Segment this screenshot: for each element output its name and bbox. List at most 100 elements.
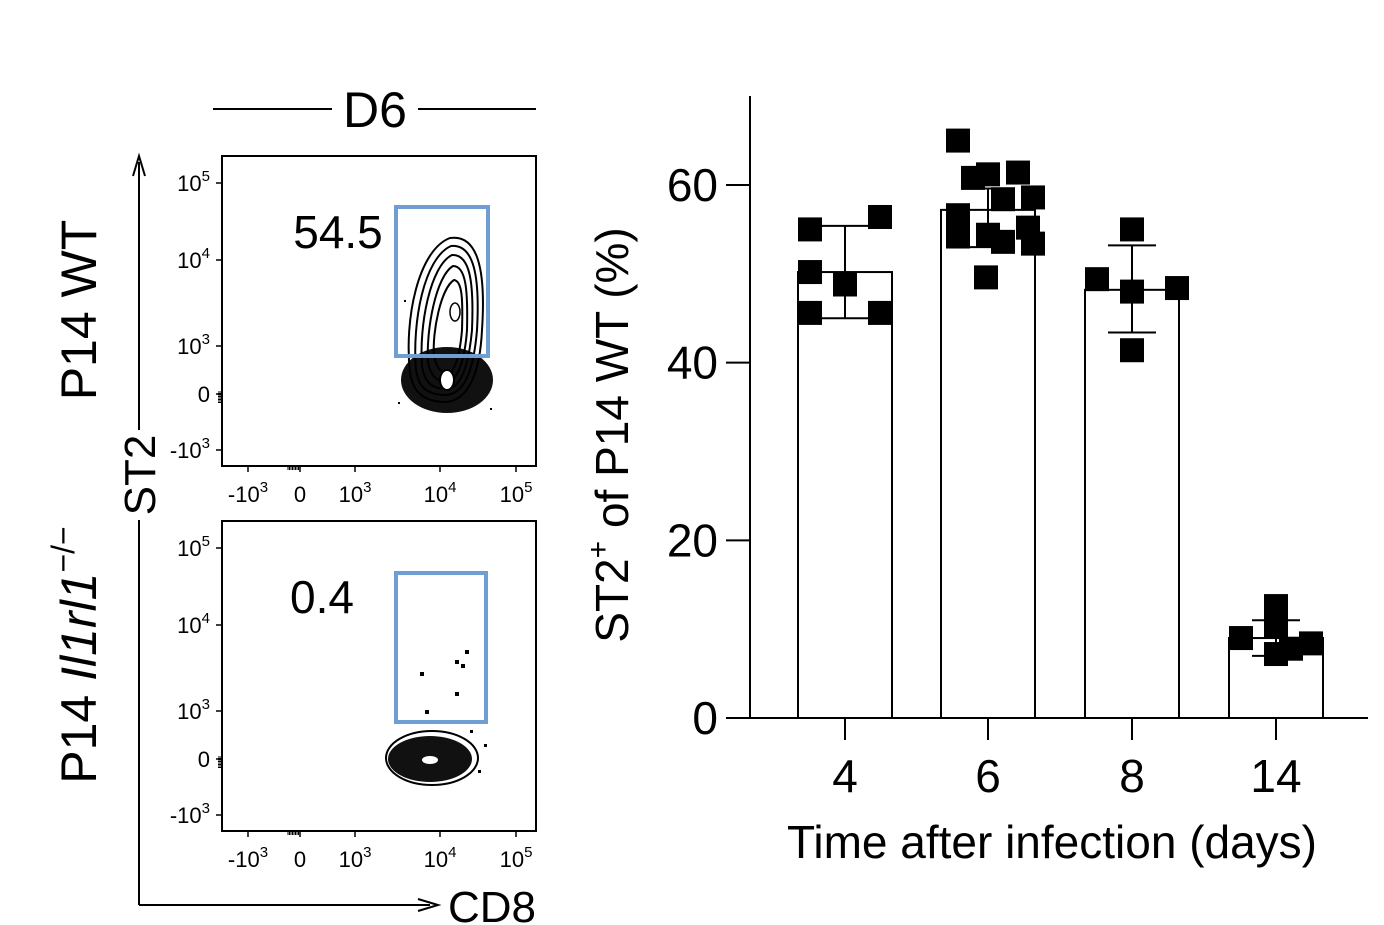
flow-tick-exp: 5 [202, 533, 210, 550]
data-point [946, 224, 970, 249]
contour-ring [385, 730, 479, 786]
row-label-ko: P14 Il1rl1−/− [45, 526, 107, 784]
outlier-dot [398, 402, 400, 404]
flow-tick-base: 10 [177, 334, 201, 359]
outlier-dot [490, 408, 492, 410]
data-point [946, 128, 970, 153]
data-point [833, 272, 857, 297]
flow-tick-base: -10 [228, 847, 260, 872]
flow-y-tick-label: -103 [170, 435, 210, 463]
row-label-wt: P14 WT [51, 220, 107, 401]
contour-core [449, 302, 461, 322]
flow-y-tick-label: 0 [198, 747, 210, 772]
flow-tick-base: 0 [294, 847, 306, 872]
data-point [1264, 613, 1288, 638]
gate-percent-wt: 54.5 [293, 206, 383, 258]
data-point [961, 165, 985, 190]
outlier-dot [484, 744, 487, 747]
data-point [1229, 626, 1253, 651]
y-tick-label: 40 [667, 337, 718, 389]
data-points [798, 128, 1323, 667]
data-point [868, 204, 892, 229]
y-tick-label: 60 [667, 159, 718, 211]
y-axis-ticks: 0 20 40 60 [667, 159, 750, 744]
flow-contour-ko [385, 650, 487, 786]
flow-tick-base: 10 [424, 847, 448, 872]
flow-tick-exp: 5 [524, 479, 532, 496]
flow-tick-base: -10 [170, 803, 202, 828]
row-label-ko-prefix: P14 [51, 681, 107, 784]
data-point [1264, 642, 1288, 667]
flow-x-tick-label: 105 [500, 479, 533, 507]
data-point [798, 217, 822, 242]
flow-tick-exp: 3 [260, 479, 268, 496]
flow-y-tick-label: 104 [177, 610, 210, 638]
flow-tick-exp: 4 [202, 245, 210, 262]
flow-x-tick-label: 103 [339, 479, 372, 507]
flow-x-tick-label: 104 [424, 479, 457, 507]
flow-tick-exp: 3 [202, 331, 210, 348]
flow-tick-base: 10 [177, 536, 201, 561]
flow-tick-base: 10 [500, 482, 524, 507]
outlier-dot [461, 664, 465, 668]
data-point [991, 187, 1015, 212]
flow-x-tick-label: 105 [500, 844, 533, 872]
data-point [1085, 267, 1109, 292]
flow-tick-exp: 3 [363, 844, 371, 861]
flow-x-tick-label: 104 [424, 844, 457, 872]
flow-y-tick-label: 105 [177, 533, 210, 561]
chart-xlabel: Time after infection (days) [787, 816, 1317, 868]
chart-ylabel-rest: of P14 WT (%) [586, 227, 638, 541]
flow-tick-base: -10 [228, 482, 260, 507]
cd8-axis-arrowhead [417, 898, 442, 912]
x-tick-label: 8 [1119, 750, 1145, 802]
st2-axis-label: ST2 [116, 435, 165, 516]
chart-ylabel: ST2+ of P14 WT (%) [582, 227, 638, 642]
x-axis-ticks: 4 6 8 14 [832, 718, 1302, 802]
chart-ylabel-sup: + [582, 541, 615, 559]
data-point [1120, 279, 1144, 304]
flow-tick-base: 10 [177, 171, 201, 196]
flow-tick-exp: 4 [202, 610, 210, 627]
data-point [798, 260, 822, 285]
flow-tick-base: 10 [339, 482, 363, 507]
flow-tick-exp: 3 [202, 435, 210, 452]
condition-label: D6 [343, 82, 407, 138]
flow-x-tick-label: 0 [294, 847, 306, 872]
outlier-dot [455, 660, 459, 664]
flow-x-tick-label: 0 [294, 482, 306, 507]
flow-tick-base: 10 [177, 613, 201, 638]
flow-x-tick-label: -103 [228, 844, 268, 872]
data-point [868, 300, 892, 325]
flow-tick-base: 10 [177, 699, 201, 724]
flow-tick-base: 10 [500, 847, 524, 872]
bar [940, 208, 1036, 720]
flow-plot-frame-ko [221, 520, 537, 832]
x-tick-label: 6 [975, 750, 1001, 802]
flow-tick-base: 10 [177, 248, 201, 273]
contour-ring [414, 244, 479, 397]
cd8-axis-label: CD8 [448, 883, 536, 925]
bar-chart: ST2+ of P14 WT (%) 0 20 40 60 4 6 8 14 Time af… [582, 96, 1368, 868]
flow-tick-base: 0 [294, 482, 306, 507]
flow-y-tick-label: 103 [177, 696, 210, 724]
outlier-dot [465, 650, 469, 654]
x-tick-label: 14 [1250, 750, 1301, 802]
data-point [991, 229, 1015, 254]
chart-ylabel-main: ST2 [586, 558, 638, 642]
outlier-dot [478, 770, 481, 773]
st2-axis-arrowhead [132, 152, 146, 177]
contour-ring [407, 236, 484, 404]
outlier-dot [470, 730, 473, 733]
flow-tick-exp: 4 [448, 479, 456, 496]
flow-panels: D6 P14 WT P14 Il1rl1−/− ST2 CD8 10510410… [45, 82, 537, 925]
flow-tick-base: 0 [198, 747, 210, 772]
flow-tick-base: 10 [424, 482, 448, 507]
flow-tick-exp: 3 [363, 479, 371, 496]
flow-tick-exp: 4 [448, 844, 456, 861]
